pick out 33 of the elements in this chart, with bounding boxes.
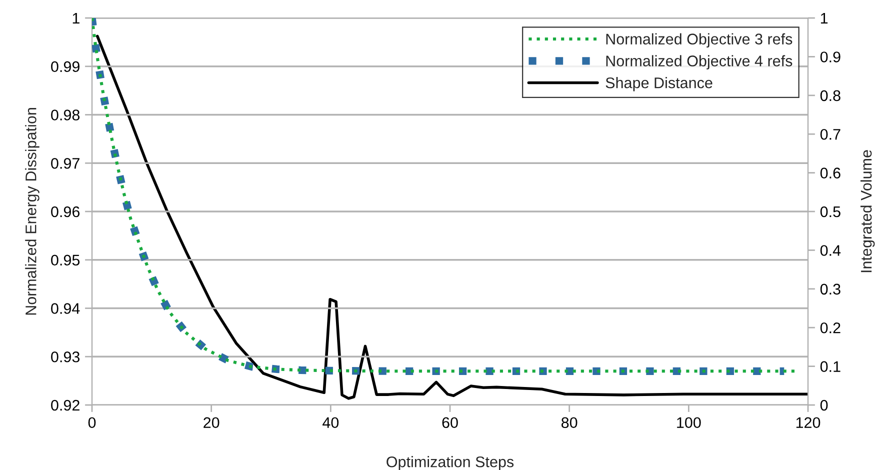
y2-tick-label: 1: [820, 13, 828, 24]
x-tick-label: 120: [796, 417, 820, 428]
y-axis-title: Normalized Energy Dissipation: [25, 108, 40, 315]
y2-axis-title: Integrated Volume: [860, 150, 875, 272]
x-tick-label: 0: [88, 417, 96, 428]
y2-tick-label: 0.3: [820, 284, 840, 295]
y2-tick-label: 0: [820, 400, 828, 411]
y-tick-label: 0.98: [51, 110, 80, 120]
x-tick-label: 100: [677, 417, 701, 428]
legend-label: Normalized Objective 4 refs: [606, 55, 792, 70]
x-tick-label: 80: [562, 417, 578, 428]
y2-tick-label: 0.7: [820, 128, 840, 140]
y-tick-label: 0.96: [51, 206, 80, 218]
y-tick-label: 0.92: [51, 400, 80, 411]
y2-tick-label: 0.1: [820, 361, 840, 372]
y-tick-label: 0.97: [51, 158, 80, 169]
x-tick-label: 40: [322, 417, 339, 428]
y-tick-label: 0.99: [51, 61, 80, 72]
x-tick-label: 60: [442, 417, 458, 428]
y-tick-label: 1: [72, 13, 80, 24]
y-tick-label: 0.95: [51, 254, 80, 266]
y2-tick-label: 0.8: [820, 90, 840, 102]
y2-tick-label: 0.4: [820, 245, 841, 256]
y2-tick-label: 0.9: [820, 52, 840, 62]
x-tick-label: 20: [204, 417, 220, 428]
x-axis-title: Optimization Steps: [386, 456, 514, 470]
y2-tick-label: 0.5: [820, 206, 840, 218]
legend-label: Shape Distance: [606, 77, 712, 92]
y-tick-label: 0.93: [51, 351, 80, 362]
y2-tick-label: 0.6: [820, 168, 840, 178]
legend-label: Normalized Objective 3 refs: [606, 33, 792, 48]
y-tick-label: 0.94: [51, 303, 80, 314]
y2-tick-label: 0.2: [820, 322, 840, 334]
